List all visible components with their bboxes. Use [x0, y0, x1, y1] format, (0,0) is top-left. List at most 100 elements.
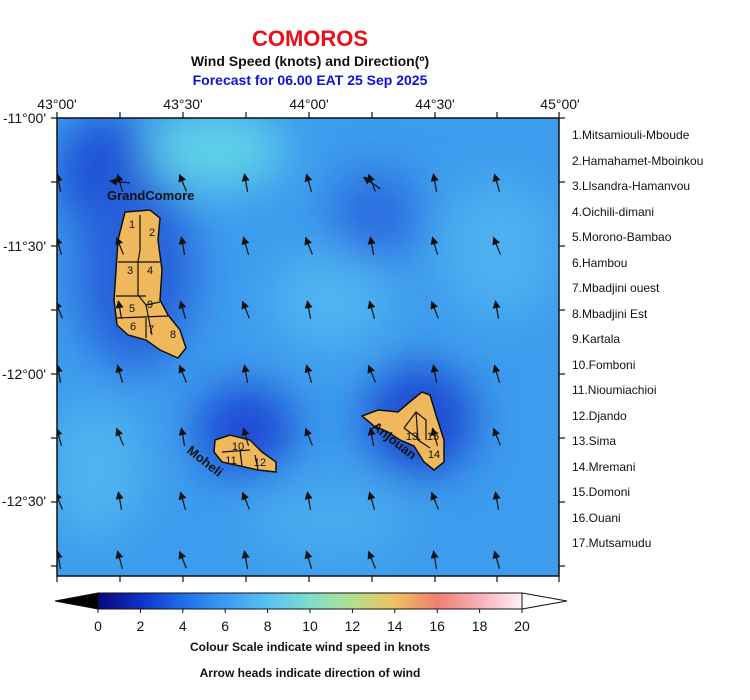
wind-arrow [57, 173, 63, 192]
legend-item: 1.Mitsamiouli-Mboude [572, 128, 690, 142]
wind-arrow [304, 550, 313, 569]
colorbar-gradient [97, 592, 523, 610]
lon-label: 43°00' [37, 96, 77, 112]
wind-arrows [57, 173, 501, 569]
wind-arrow [241, 173, 250, 192]
wind-arrow [241, 427, 250, 446]
region-number: 8 [170, 329, 176, 341]
map-frame [56, 117, 560, 577]
label-grand-comore: GrandComore [107, 188, 194, 203]
colorbar-max-triangle [521, 592, 568, 610]
wind-arrow [367, 300, 376, 319]
wind-arrow [430, 550, 439, 569]
wind-arrow [115, 236, 124, 255]
colorbar-tick-label: 2 [136, 618, 145, 634]
wind-arrow [109, 177, 131, 186]
colorbar-tick-label: 0 [94, 618, 102, 634]
legend-item: 13.Sima [572, 434, 617, 448]
region-number: 12 [254, 457, 266, 469]
wind-arrow [492, 300, 501, 319]
wind-arrow [178, 364, 187, 383]
wind-arrow [115, 300, 124, 319]
legend-item: 16.Ouani [572, 510, 621, 525]
wind-arrow [115, 173, 124, 192]
wind-arrow [367, 364, 376, 383]
island-grand-comore [113, 209, 187, 359]
wind-arrow [430, 491, 439, 510]
wind-arrow [304, 491, 313, 510]
region-number: 5 [129, 303, 135, 315]
wind-arrow [492, 491, 501, 510]
colorbar-tick-label: 8 [263, 618, 272, 634]
region-number: 9 [147, 299, 153, 311]
region-number: 13 [406, 431, 418, 443]
legend-item: 3.Llsandra-Hamanvou [572, 179, 691, 193]
lon-label: 44°00' [289, 96, 329, 112]
forecast-line: Forecast for 06.00 EAT 25 Sep 2025 [192, 72, 428, 88]
wind-arrow [492, 364, 501, 383]
colorbar-tick-label: 6 [221, 618, 230, 634]
colorbar [54, 592, 568, 613]
wind-arrow [430, 427, 439, 446]
wind-arrow [178, 173, 187, 192]
region-numbers: 1 2 3 4 5 6 7 8 9 10 11 12 13 14 15 [127, 219, 440, 469]
colorbar-tick-label: 4 [178, 618, 187, 634]
page-title: COMOROS [251, 26, 369, 51]
lat-label: -11°30' [2, 238, 46, 254]
wind-arrow [178, 300, 187, 319]
lon-label: 43°30' [163, 96, 203, 112]
lat-label: -12°00' [2, 366, 47, 382]
wind-arrow [57, 300, 63, 319]
legend-item: 14.Mremani [572, 459, 636, 474]
wind-arrow [241, 550, 250, 569]
wind-arrow [241, 300, 250, 319]
wind-arrow [115, 491, 124, 510]
lon-label: 45°00' [540, 96, 580, 112]
colorbar-tick-label: 14 [387, 618, 403, 634]
wind-arrow [362, 176, 381, 190]
colorbar-tick-label: 12 [344, 618, 361, 634]
legend-item: 4.Oichili-dimani [572, 204, 655, 219]
wind-arrow [367, 236, 376, 255]
wind-arrow [430, 173, 439, 192]
region-number: 14 [428, 449, 440, 461]
wind-arrow [304, 427, 313, 446]
wind-arrow [304, 236, 313, 255]
wind-arrow [492, 173, 501, 192]
region-number: 2 [149, 227, 155, 239]
region-number: 1 [129, 219, 135, 231]
wind-arrow [57, 550, 63, 569]
subtitle: Wind Speed (knots) and Direction(º) [190, 53, 430, 69]
colorbar-tick-label: 18 [471, 618, 488, 634]
wind-arrow [367, 550, 376, 569]
wind-arrow [241, 236, 250, 255]
frame-ticks [51, 112, 565, 582]
wind-arrow [304, 300, 313, 319]
legend-item: 15.Domoni [572, 485, 631, 499]
region-legend: 1.Mitsamiouli-Mboude 2.Hamahamet-Mboinko… [572, 128, 703, 562]
region-number: 7 [148, 324, 154, 336]
island-moheli [213, 434, 277, 473]
region-number: 3 [127, 265, 133, 277]
wind-arrow [430, 364, 439, 383]
wind-speed-field: 1 2 3 4 5 6 7 8 9 10 11 12 13 14 15 Gran… [57, 118, 559, 576]
legend-item: 10.Fomboni [572, 357, 636, 372]
wind-arrow [115, 550, 124, 569]
wind-arrow [115, 364, 124, 383]
wind-arrow [57, 491, 63, 510]
legend-item: 9.Kartala [572, 332, 621, 346]
legend-item: 5.Morono-Bambao [572, 230, 672, 244]
wind-arrow [241, 364, 250, 383]
colorbar-min-triangle [54, 592, 99, 610]
colorbar-tick-label: 10 [302, 618, 318, 634]
lat-label: -12°30' [2, 493, 47, 509]
wind-arrow [178, 427, 187, 446]
wind-arrow [430, 236, 439, 255]
island-anjouan [360, 391, 445, 471]
lat-label: -11°00' [2, 110, 46, 126]
wind-arrow [241, 491, 250, 510]
wind-arrow [492, 236, 501, 255]
wind-arrow [115, 427, 124, 446]
wind-arrow [304, 173, 313, 192]
